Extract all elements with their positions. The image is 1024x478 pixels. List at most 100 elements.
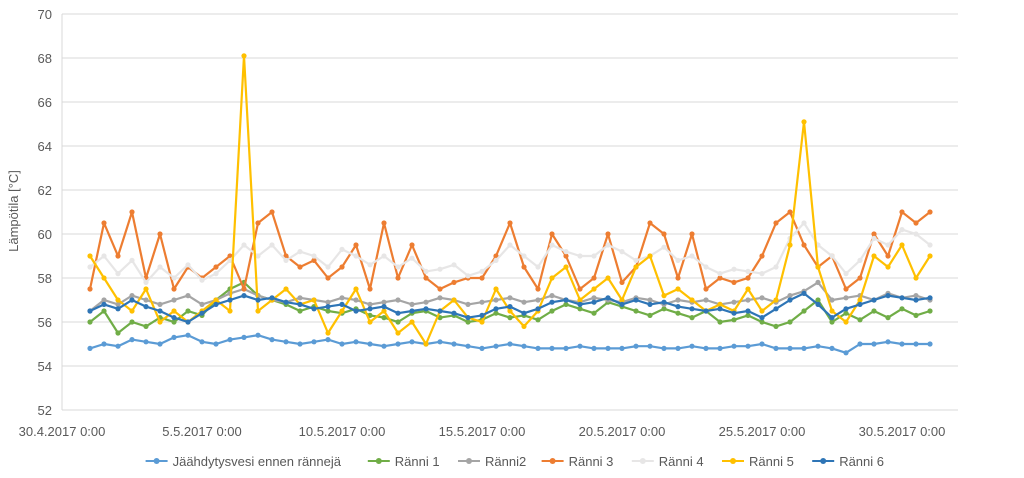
data-point [423, 306, 429, 312]
data-point [87, 345, 93, 351]
data-point [899, 209, 905, 215]
data-point [535, 297, 541, 303]
data-point [801, 345, 807, 351]
data-point [745, 308, 751, 314]
data-point [745, 268, 751, 274]
data-point [381, 220, 387, 226]
data-point [717, 345, 723, 351]
data-point [563, 264, 569, 270]
data-point [731, 343, 737, 349]
data-point [367, 341, 373, 347]
data-point [465, 315, 471, 321]
legend-label: Ränni 3 [569, 454, 614, 469]
legend-item: Ränni 4 [631, 454, 704, 469]
data-point [745, 312, 751, 318]
data-point [731, 266, 737, 272]
data-point [605, 345, 611, 351]
data-point [255, 332, 261, 338]
data-point [843, 295, 849, 301]
data-point [647, 220, 653, 226]
data-point [367, 301, 373, 307]
data-point [745, 297, 751, 303]
plot-area [87, 53, 933, 356]
x-tick-label: 5.5.2017 0:00 [162, 424, 242, 439]
legend-item: Ränni2 [458, 454, 526, 469]
data-point [269, 242, 275, 248]
data-point [843, 319, 849, 325]
data-point [437, 308, 443, 314]
data-point [171, 297, 177, 303]
data-point [591, 299, 597, 305]
data-point [731, 317, 737, 323]
data-point [451, 262, 457, 268]
data-point [647, 297, 653, 303]
data-point [717, 301, 723, 307]
data-point [129, 257, 135, 263]
legend-label: Jäähdytysvesi ennen rännejä [173, 454, 342, 469]
data-point [913, 312, 919, 318]
data-point [759, 295, 765, 301]
data-point [395, 341, 401, 347]
data-point [479, 312, 485, 318]
data-point [255, 297, 261, 303]
data-point [549, 308, 555, 314]
data-point [353, 339, 359, 345]
data-point [129, 337, 135, 343]
data-point [395, 319, 401, 325]
data-point [843, 306, 849, 312]
data-point [101, 275, 107, 281]
data-point [591, 275, 597, 281]
data-point [633, 264, 639, 270]
data-point [101, 297, 107, 303]
legend-label: Ränni2 [485, 454, 526, 469]
data-point [675, 345, 681, 351]
data-point [185, 293, 191, 299]
data-point [339, 264, 345, 270]
data-point [871, 297, 877, 303]
data-point [451, 279, 457, 285]
data-point [857, 257, 863, 263]
data-point [129, 293, 135, 299]
data-point [591, 295, 597, 301]
data-point [143, 286, 149, 292]
data-point [521, 323, 527, 329]
data-point [493, 306, 499, 312]
series-1 [87, 332, 933, 356]
data-point [857, 297, 863, 303]
data-point [577, 301, 583, 307]
data-point [423, 275, 429, 281]
data-point [381, 253, 387, 259]
data-point [773, 323, 779, 329]
data-point [899, 306, 905, 312]
data-point [423, 341, 429, 347]
data-point [115, 306, 121, 312]
data-point [409, 308, 415, 314]
data-point [927, 253, 933, 259]
legend: Jäähdytysvesi ennen rännejä Ränni 1 Ränni2… [145, 454, 884, 469]
data-point [661, 231, 667, 237]
data-point [703, 264, 709, 270]
data-point [395, 264, 401, 270]
data-point [675, 275, 681, 281]
data-point [927, 341, 933, 347]
data-point [367, 286, 373, 292]
gridlines [62, 13, 958, 411]
data-point [185, 308, 191, 314]
data-point [507, 220, 513, 226]
data-point [87, 319, 93, 325]
legend-label: Ränni 6 [839, 454, 884, 469]
data-point [549, 275, 555, 281]
x-tick-label: 15.5.2017 0:00 [439, 424, 526, 439]
data-point [409, 255, 415, 261]
data-point [913, 293, 919, 299]
data-point [437, 339, 443, 345]
data-point [269, 295, 275, 301]
data-point [801, 290, 807, 296]
data-point [577, 343, 583, 349]
legend-swatch-marker [639, 458, 646, 464]
data-point [199, 310, 205, 316]
data-point [87, 253, 93, 259]
data-point [843, 350, 849, 356]
data-point [787, 319, 793, 325]
